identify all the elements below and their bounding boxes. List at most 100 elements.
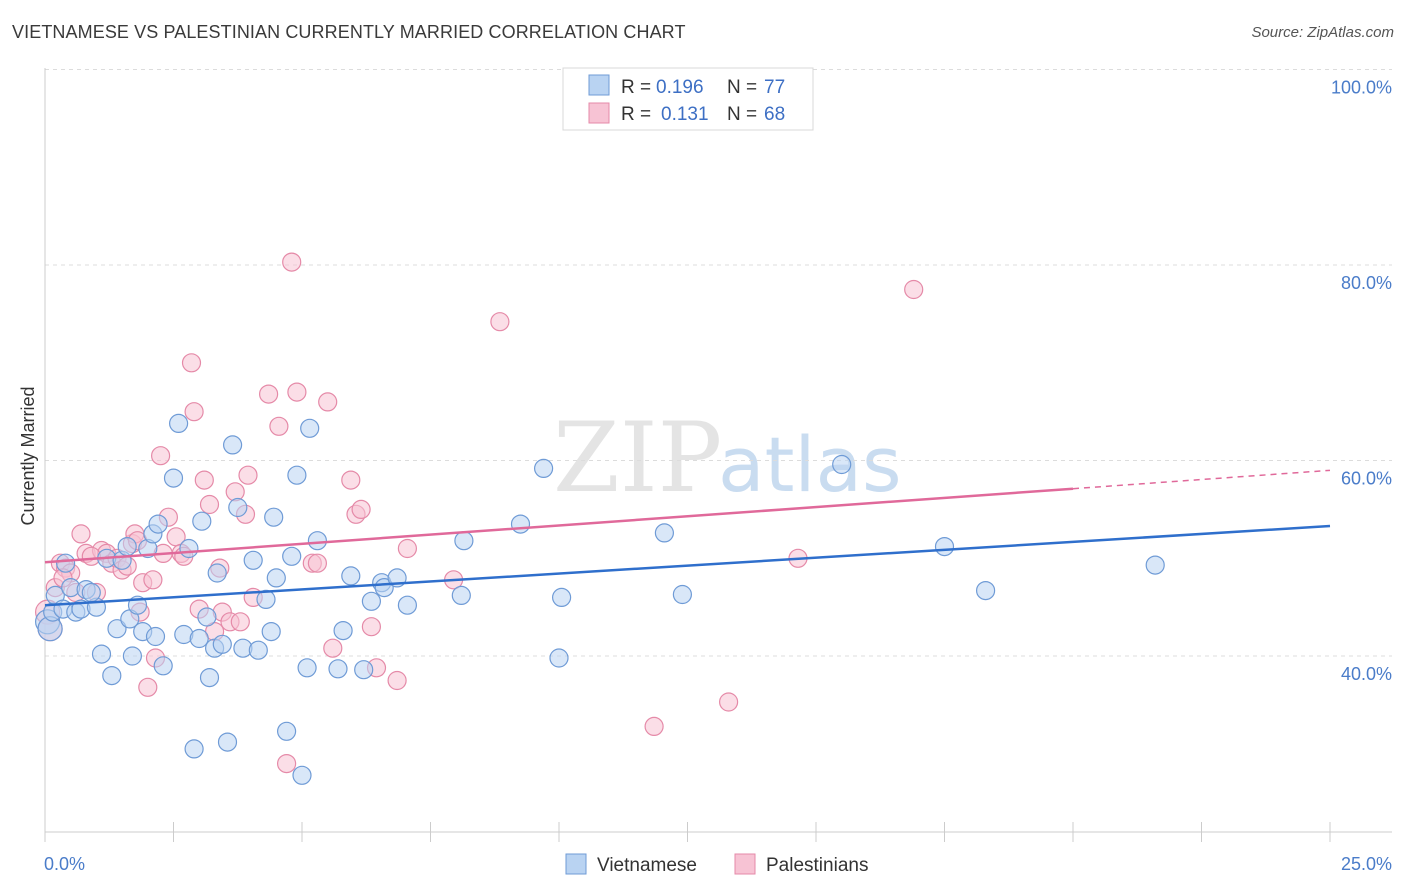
vietnamese-point (55, 553, 76, 573)
x-ticks (44, 822, 1331, 842)
vietnamese-point (832, 454, 852, 475)
x-tick-label-min: 0.0% (44, 854, 85, 874)
palestinians-point (387, 670, 407, 691)
vietnamese-point (282, 546, 302, 566)
vietnamese-point (333, 620, 353, 641)
palestinians-point (904, 279, 924, 300)
vietnamese-point (207, 563, 227, 583)
vietnamese-point (148, 514, 168, 534)
vietnamese-point (163, 468, 184, 488)
vietnamese-point (361, 591, 381, 611)
vietnamese-point (169, 413, 189, 433)
vietnamese-point (1145, 555, 1165, 575)
gridlines (45, 69, 1392, 657)
palestinians-point (307, 553, 327, 573)
vietnamese-point (328, 659, 348, 679)
vietnamese-point (228, 497, 248, 518)
palestinians-point (490, 312, 510, 332)
palestinians-point (277, 753, 297, 774)
palestinians-trend-line-extension (1072, 469, 1331, 490)
vietnamese-point (189, 628, 209, 649)
watermark-zip: ZIP (553, 402, 722, 514)
y-tick-label: 60.0% (1341, 469, 1392, 489)
vietnamese-point (287, 465, 307, 485)
palestinians-point (282, 252, 302, 272)
vietnamese-point (277, 721, 297, 741)
vietnamese-points (34, 413, 1165, 785)
y-axis-label: Currently Married (18, 386, 38, 525)
watermark-atlas: atlas (718, 420, 902, 509)
legend-swatch-vietnamese (588, 74, 610, 96)
palestinians-point (397, 538, 417, 559)
legend-n-label-1: N = (727, 77, 757, 98)
palestinians-point (259, 384, 279, 404)
palestinians-point (718, 692, 739, 712)
bottom-legend-label-palestinians: Palestinians (766, 855, 868, 876)
palestinians-point (225, 482, 245, 502)
top-legend: R = 0.196 N = 77 R = 0.131 N = 68 (562, 67, 814, 131)
vietnamese-point (192, 511, 212, 531)
legend-n-label-2: N = (727, 104, 757, 125)
vietnamese-point (672, 584, 693, 605)
palestinians-point (194, 470, 214, 490)
vietnamese-point (212, 634, 232, 654)
bottom-legend-swatch-palestinians (734, 853, 756, 875)
vietnamese-point (510, 514, 531, 534)
vietnamese-trend-line (44, 524, 1331, 607)
palestinians-point (199, 494, 220, 515)
palestinians-point (143, 570, 163, 590)
vietnamese-point (243, 550, 263, 570)
y-tick-labels: 40.0% 60.0% 80.0% 100.0% (1331, 78, 1392, 684)
vietnamese-point (122, 646, 142, 666)
vietnamese-point (117, 536, 137, 557)
vietnamese-point (292, 765, 312, 785)
vietnamese-point (153, 656, 173, 676)
palestinians-point (341, 470, 361, 490)
legend-r-label-1: R = (621, 77, 651, 98)
vietnamese-point (551, 587, 572, 608)
vietnamese-point (354, 660, 374, 680)
y-tick-label: 80.0% (1341, 273, 1392, 293)
vietnamese-point (179, 538, 199, 559)
vietnamese-point (397, 595, 417, 615)
palestinians-point (238, 465, 258, 485)
vietnamese-point (91, 644, 112, 664)
palestinians-point (269, 416, 289, 436)
palestinians-points (34, 252, 924, 774)
palestinians-trend-line (44, 487, 1074, 564)
vietnamese-point (654, 523, 675, 543)
vietnamese-point (197, 607, 217, 627)
legend-n-value-2: 68 (764, 104, 785, 125)
palestinians-point (184, 402, 204, 422)
vietnamese-point (145, 626, 166, 647)
chart-title: VIETNAMESE VS PALESTINIAN CURRENTLY MARR… (12, 22, 686, 42)
vietnamese-point (300, 418, 320, 438)
vietnamese-point (975, 580, 996, 601)
vietnamese-point (199, 667, 220, 688)
trend-lines (44, 469, 1331, 607)
palestinians-point (230, 612, 250, 632)
x-tick-label-max: 25.0% (1341, 854, 1392, 874)
palestinians-point (287, 382, 307, 402)
palestinians-point (361, 617, 381, 637)
palestinians-point (181, 353, 202, 373)
vietnamese-point (297, 658, 317, 678)
palestinians-point (351, 499, 371, 519)
y-tick-label: 40.0% (1341, 664, 1392, 684)
bottom-legend-swatch-vietnamese (565, 853, 587, 875)
vietnamese-point (533, 458, 554, 478)
vietnamese-point (454, 531, 474, 551)
legend-r-value-2: 0.131 (661, 104, 709, 125)
axes (44, 68, 1392, 833)
legend-n-value-1: 77 (764, 77, 785, 98)
vietnamese-point (248, 640, 268, 660)
legend-r-value-1: 0.196 (656, 77, 704, 98)
y-tick-label: 100.0% (1331, 78, 1392, 98)
bottom-legend: Vietnamese Palestinians (565, 853, 868, 876)
vietnamese-point (217, 732, 238, 752)
source-label: Source: ZipAtlas.com (1251, 24, 1394, 41)
vietnamese-point (102, 665, 122, 686)
vietnamese-point (307, 531, 327, 551)
palestinians-point (644, 716, 664, 737)
